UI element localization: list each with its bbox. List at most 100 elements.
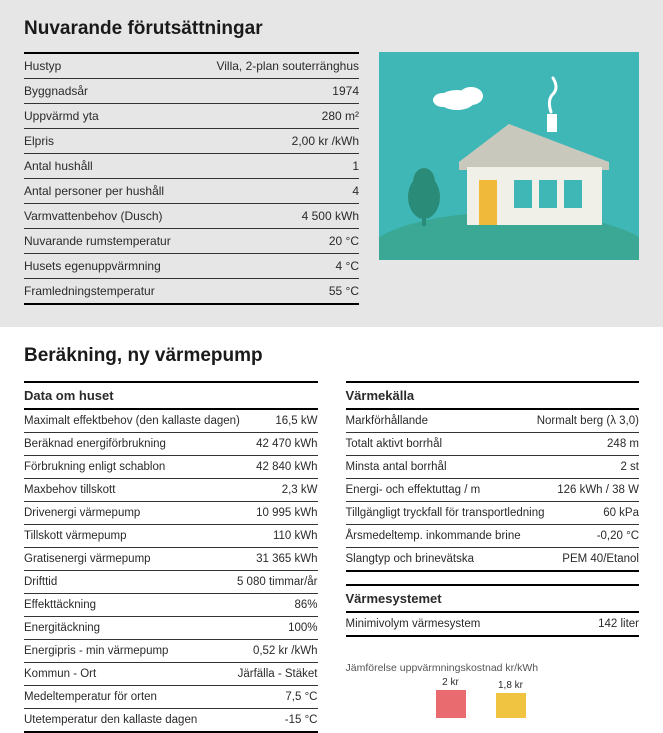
- table-row: Framledningstemperatur55 °C: [24, 279, 359, 305]
- table-row: Utetemperatur den kallaste dagen -15 °C: [24, 709, 318, 733]
- table-row: Gratisenergi värmepump 31 365 kWh: [24, 548, 318, 571]
- row-value: 7,5 °C: [285, 691, 317, 703]
- table-row: Årsmedeltemp. inkommande brine -0,20 °C: [346, 525, 640, 548]
- row-value: 110 kWh: [273, 530, 318, 542]
- row-label: Minimivolym värmesystem: [346, 618, 481, 630]
- row-label: Energitäckning: [24, 622, 100, 634]
- row-value: 4: [352, 184, 359, 198]
- table-row: Tillskott värmepump 110 kWh: [24, 525, 318, 548]
- chart-bar: 2 kr: [436, 677, 466, 718]
- row-value: 10 995 kWh: [256, 507, 317, 519]
- table-row: Tillgängligt tryckfall för transportledn…: [346, 502, 640, 525]
- table-row: Byggnadsår1974: [24, 79, 359, 104]
- calculation-title: Beräkning, ny värmepump: [24, 345, 639, 367]
- row-label: Maximalt effektbehov (den kallaste dagen…: [24, 415, 240, 427]
- table-row: Elpris 2,00 kr /kWh: [24, 129, 359, 154]
- table-row: Minimivolym värmesystem 142 liter: [346, 613, 640, 637]
- house-data-column: Data om huset Maximalt effektbehov (den …: [24, 379, 318, 733]
- table-row: Beräknad energiförbrukning42 470 kWh: [24, 433, 318, 456]
- row-label: Hustyp: [24, 59, 61, 73]
- table-row: Maxbehov tillskott 2,3 kW: [24, 479, 318, 502]
- heating-system-heading: Värmesystemet: [346, 584, 640, 613]
- row-label: Maxbehov tillskott: [24, 484, 115, 496]
- calculation-columns: Data om huset Maximalt effektbehov (den …: [24, 379, 639, 733]
- row-label: Förbrukning enligt schablon: [24, 461, 165, 473]
- table-row: Energi- och effektuttag / m 126 kWh / 38 …: [346, 479, 640, 502]
- table-row: Drivenergi värmepump10 995 kWh: [24, 502, 318, 525]
- row-value: 20 °C: [329, 234, 359, 248]
- table-row: Nuvarande rumstemperatur 20 °C: [24, 229, 359, 254]
- row-label: Antal personer per hushåll: [24, 184, 164, 198]
- current-conditions-section: Nuvarande förutsättningar HustypVilla, 2…: [0, 0, 663, 327]
- chart-title: Jämförelse uppvärmningskostnad kr/kWh: [346, 662, 640, 674]
- row-label: Uppvärmd yta: [24, 109, 99, 123]
- row-value: -0,20 °C: [597, 530, 639, 542]
- table-row: Uppvärmd yta 280 m²: [24, 104, 359, 129]
- row-label: Gratisenergi värmepump: [24, 553, 151, 565]
- row-value: 2,00 kr /kWh: [292, 134, 359, 148]
- row-label: Energi- och effektuttag / m: [346, 484, 481, 496]
- table-row: Drifttid 5 080 timmar/år: [24, 571, 318, 594]
- row-label: Nuvarande rumstemperatur: [24, 234, 171, 248]
- row-label: Tillskott värmepump: [24, 530, 126, 542]
- table-row: Förbrukning enligt schablon 42 840 kWh: [24, 456, 318, 479]
- bar-label: 1,8 kr: [498, 680, 523, 691]
- row-value: 42 840 kWh: [256, 461, 317, 473]
- table-row: Maximalt effektbehov (den kallaste dagen…: [24, 410, 318, 433]
- row-value: 2 st: [620, 461, 639, 473]
- row-value: 0,52 kr /kWh: [253, 645, 318, 657]
- row-label: Elpris: [24, 134, 54, 148]
- row-value: 1: [352, 159, 359, 173]
- conditions-table: Hustyp Villa, 2-plan souterränghus Byggnad…: [24, 52, 359, 305]
- row-value: 142 liter: [598, 618, 639, 630]
- row-label: Husets egenuppvärmning: [24, 259, 161, 273]
- row-label: Minsta antal borrhål: [346, 461, 447, 473]
- row-label: Utetemperatur den kallaste dagen: [24, 714, 197, 726]
- table-row: Energitäckning 100%: [24, 617, 318, 640]
- row-label: Totalt aktivt borrhål: [346, 438, 443, 450]
- row-value: 1974: [332, 84, 359, 98]
- chart-bar: 1,8 kr: [496, 680, 526, 718]
- row-value: -15 °C: [285, 714, 318, 726]
- row-label: Medeltemperatur för orten: [24, 691, 157, 703]
- row-value: 5 080 timmar/år: [237, 576, 318, 588]
- row-label: Slangtyp och brinevätska: [346, 553, 475, 565]
- row-value: 2,3 kW: [282, 484, 318, 496]
- row-value: 126 kWh / 38 W: [557, 484, 639, 496]
- house-data-heading: Data om huset: [24, 381, 318, 410]
- row-label: Beräknad energiförbrukning: [24, 438, 166, 450]
- row-value: 248 m: [607, 438, 639, 450]
- row-value: 16,5 kW: [275, 415, 317, 427]
- row-label: Markförhållande: [346, 415, 428, 427]
- heat-source-column: Värmekälla MarkförhållandeNormalt berg (…: [346, 379, 640, 733]
- table-row: Hustyp Villa, 2-plan souterränghus: [24, 52, 359, 79]
- row-value: 86%: [294, 599, 317, 611]
- table-row: Antal hushåll 1: [24, 154, 359, 179]
- row-label: Drifttid: [24, 576, 57, 588]
- row-value: PEM 40/Etanol: [562, 553, 639, 565]
- table-row: Husets egenuppvärmning 4 °C: [24, 254, 359, 279]
- table-row: Medeltemperatur för orten 7,5 °C: [24, 686, 318, 709]
- row-value: 280 m²: [322, 109, 359, 123]
- row-value: 60 kPa: [603, 507, 639, 519]
- row-value: Villa, 2-plan souterränghus: [216, 59, 359, 73]
- row-value: 100%: [288, 622, 317, 634]
- bar-label: 2 kr: [442, 677, 459, 688]
- comparison-chart: Jämförelse uppvärmningskostnad kr/kWh 2 …: [346, 662, 640, 718]
- row-value: 55 °C: [329, 284, 359, 298]
- row-label: Effekttäckning: [24, 599, 96, 611]
- table-row: MarkförhållandeNormalt berg (λ 3,0): [346, 410, 640, 433]
- table-row: Effekttäckning 86%: [24, 594, 318, 617]
- bar-rect: [436, 690, 466, 718]
- row-label: Varmvattenbehov (Dusch): [24, 209, 163, 223]
- bar-rect: [496, 693, 526, 718]
- row-value: 4 °C: [336, 259, 359, 273]
- row-value: 31 365 kWh: [256, 553, 317, 565]
- table-row: Varmvattenbehov (Dusch)4 500 kWh: [24, 204, 359, 229]
- table-row: Kommun - OrtJärfälla - Stäket: [24, 663, 318, 686]
- row-label: Energipris - min värmepump: [24, 645, 168, 657]
- row-label: Årsmedeltemp. inkommande brine: [346, 530, 521, 542]
- top-layout: Hustyp Villa, 2-plan souterränghus Byggnad…: [24, 52, 639, 305]
- row-label: Antal hushåll: [24, 159, 93, 173]
- house-illustration: [379, 52, 639, 260]
